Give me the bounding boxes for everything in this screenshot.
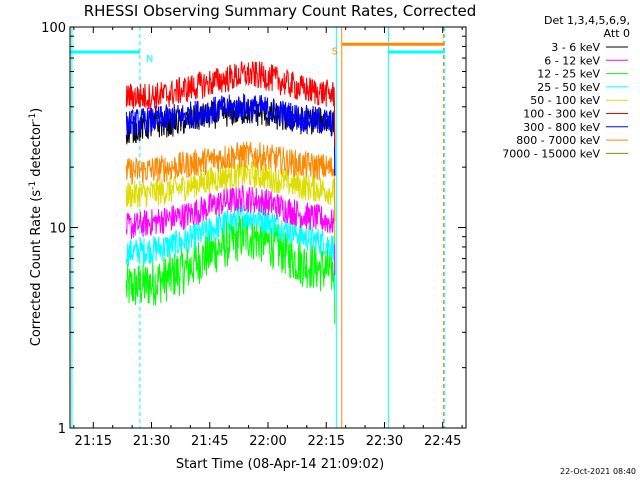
footer-timestamp: 22-Oct-2021 08:40 <box>560 467 636 476</box>
legend-label: 12 - 25 keV <box>537 68 600 81</box>
x-axis-label: Start Time (08-Apr-14 21:09:02) <box>176 457 384 472</box>
legend-label: 3 - 6 keV <box>551 41 600 54</box>
legend-label: 50 - 100 keV <box>530 94 600 107</box>
legend-label: 6 - 12 keV <box>544 54 600 67</box>
chart-title: RHESSI Observing Summary Count Rates, Co… <box>84 2 477 20</box>
axes: 21:15 21:30 21:45 22:00 22:15 22:30 22:45 1 10 10… <box>41 21 466 449</box>
x-tick-label: 22:30 <box>366 434 403 449</box>
series-line-5 <box>125 61 336 147</box>
y-tick-label: 100 <box>41 21 66 36</box>
x-tick-label: 22:00 <box>249 434 286 449</box>
legend-header-line-1: Det 1,3,4,5,6,9, <box>544 14 630 27</box>
series-line-3 <box>125 205 336 300</box>
legend-label: 25 - 50 keV <box>537 81 600 94</box>
legend-label: 800 - 7000 keV <box>516 134 600 147</box>
series-line-6 <box>125 93 336 176</box>
y-axis-label: Corrected Count Rate (s-1 detector-1) <box>28 108 44 346</box>
x-tick-label: 21:45 <box>191 434 228 449</box>
legend-label: 7000 - 15000 keV <box>502 147 600 160</box>
x-tick-label: 21:30 <box>133 434 170 449</box>
flag-label-S: S <box>332 46 338 57</box>
legend-label: 300 - 800 keV <box>523 121 600 134</box>
flag-label-N: N <box>146 54 153 65</box>
series-line-4 <box>125 160 336 245</box>
legend-header-line-2: Att 0 <box>604 27 630 40</box>
x-tick-label: 21:15 <box>75 434 112 449</box>
series-line-7 <box>125 141 336 222</box>
x-tick-label: 22:45 <box>424 434 461 449</box>
x-tick-label: 22:15 <box>308 434 345 449</box>
y-tick-label: 1 <box>58 422 66 437</box>
y-tick-label: 10 <box>49 222 66 237</box>
plot-area: NS <box>70 27 446 428</box>
legend-label: 100 - 300 keV <box>523 108 600 121</box>
